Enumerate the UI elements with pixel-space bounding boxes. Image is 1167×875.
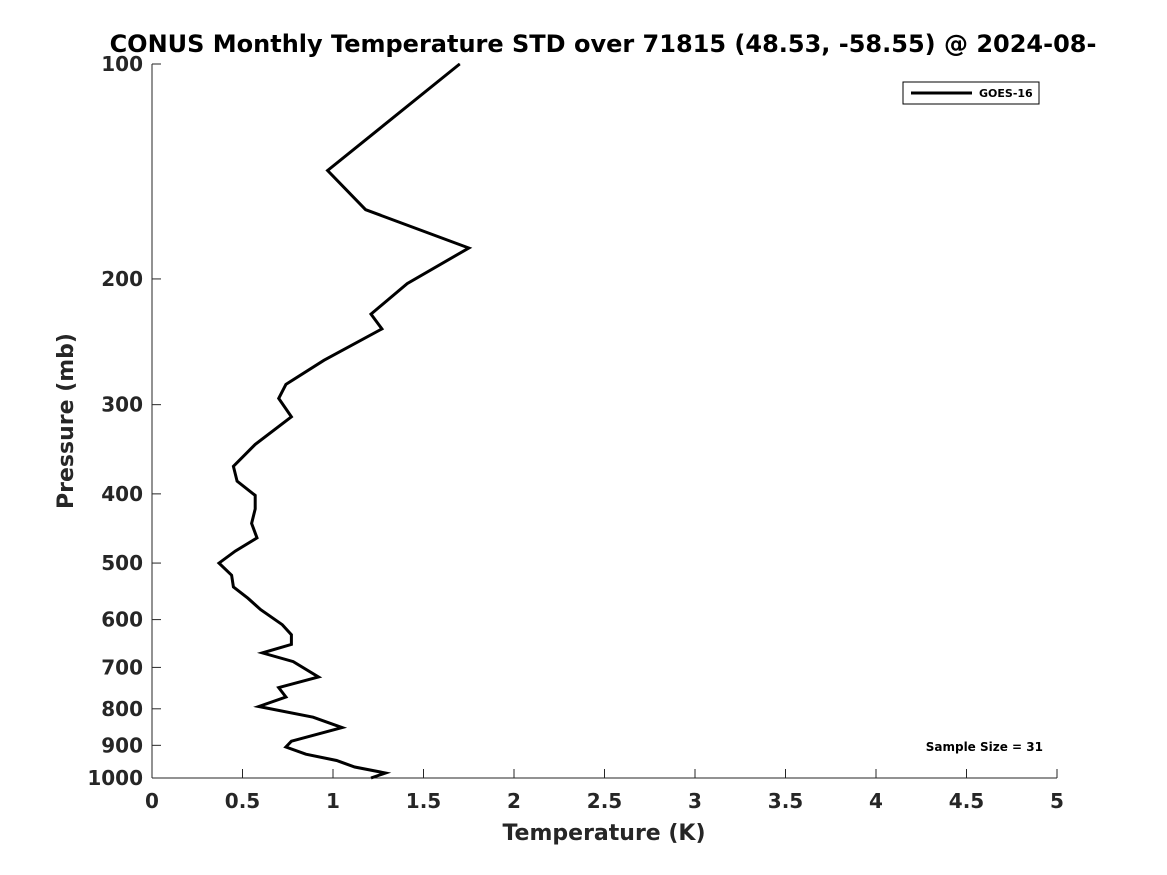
series-point (290, 740, 292, 742)
y-tick-label: 500 (101, 551, 143, 575)
series-point (365, 209, 367, 211)
series-point (336, 759, 338, 761)
series-point (370, 777, 372, 779)
y-axis-ticks: 100 200 300 400 500 600 700 800 900 1000 (87, 52, 161, 790)
y-tick-label: 600 (101, 608, 143, 632)
y-tick-label: 900 (101, 733, 143, 757)
x-tick-label: 5 (1050, 789, 1064, 813)
x-tick-label: 2 (507, 789, 521, 813)
series-point (468, 247, 470, 249)
series-point (290, 634, 292, 636)
series-point (406, 283, 408, 285)
x-axis-ticks: 0 0.5 1 1.5 2 2.5 3 3.5 4 4.5 5 (145, 769, 1064, 813)
x-tick-label: 3 (688, 789, 702, 813)
legend: GOES-16 (902, 81, 1040, 105)
y-tick-label: 400 (101, 482, 143, 506)
x-tick-label: 4 (869, 789, 883, 813)
series-point (290, 416, 292, 418)
series-point (231, 574, 233, 576)
series-point (236, 480, 238, 482)
series-point (285, 383, 287, 385)
series-point (247, 597, 249, 599)
y-tick-label: 800 (101, 697, 143, 721)
series-point (327, 170, 329, 172)
y-tick-label: 300 (101, 393, 143, 417)
y-tick-label: 1000 (87, 766, 143, 790)
series-point (312, 716, 314, 718)
series-point (292, 661, 294, 663)
series-point (232, 465, 234, 467)
legend-label: GOES-16 (979, 87, 1033, 100)
series-point (251, 522, 253, 524)
series-point (261, 652, 263, 654)
series-line-goes-16 (216, 62, 473, 780)
series-point (281, 624, 283, 626)
series-point (254, 494, 256, 496)
series-point (254, 508, 256, 510)
x-tick-label: 2.5 (587, 789, 622, 813)
series-point (232, 586, 234, 588)
series-points (218, 63, 470, 779)
series-point (384, 772, 386, 774)
series-point (381, 328, 383, 330)
x-tick-label: 1 (326, 789, 340, 813)
series-point (234, 550, 236, 552)
series-point (459, 63, 461, 65)
y-tick-label: 700 (101, 655, 143, 679)
sample-size-annotation: Sample Size = 31 (926, 740, 1043, 754)
series-point (341, 727, 343, 729)
series-point (318, 676, 320, 678)
series-point (278, 397, 280, 399)
series-point (323, 359, 325, 361)
x-tick-label: 3.5 (768, 789, 803, 813)
series-point (370, 313, 372, 315)
series-point (218, 562, 220, 564)
y-tick-label: 100 (101, 52, 143, 76)
series-point (254, 443, 256, 445)
series-point (354, 766, 356, 768)
x-axis-label: Temperature (K) (502, 821, 705, 846)
series-point (278, 687, 280, 689)
series-point (305, 753, 307, 755)
series-point (258, 705, 260, 707)
series-point (256, 537, 258, 539)
series-point (290, 643, 292, 645)
series-point (260, 609, 262, 611)
series-point (285, 696, 287, 698)
series-point (285, 746, 287, 748)
x-tick-label: 4.5 (949, 789, 984, 813)
x-tick-label: 0 (145, 789, 159, 813)
y-tick-label: 200 (101, 267, 143, 291)
x-tick-label: 1.5 (406, 789, 441, 813)
x-tick-label: 0.5 (225, 789, 260, 813)
y-axis-label: Pressure (mb) (54, 333, 79, 509)
chart-title: CONUS Monthly Temperature STD over 71815… (110, 30, 1097, 58)
plot-area (152, 64, 1057, 778)
